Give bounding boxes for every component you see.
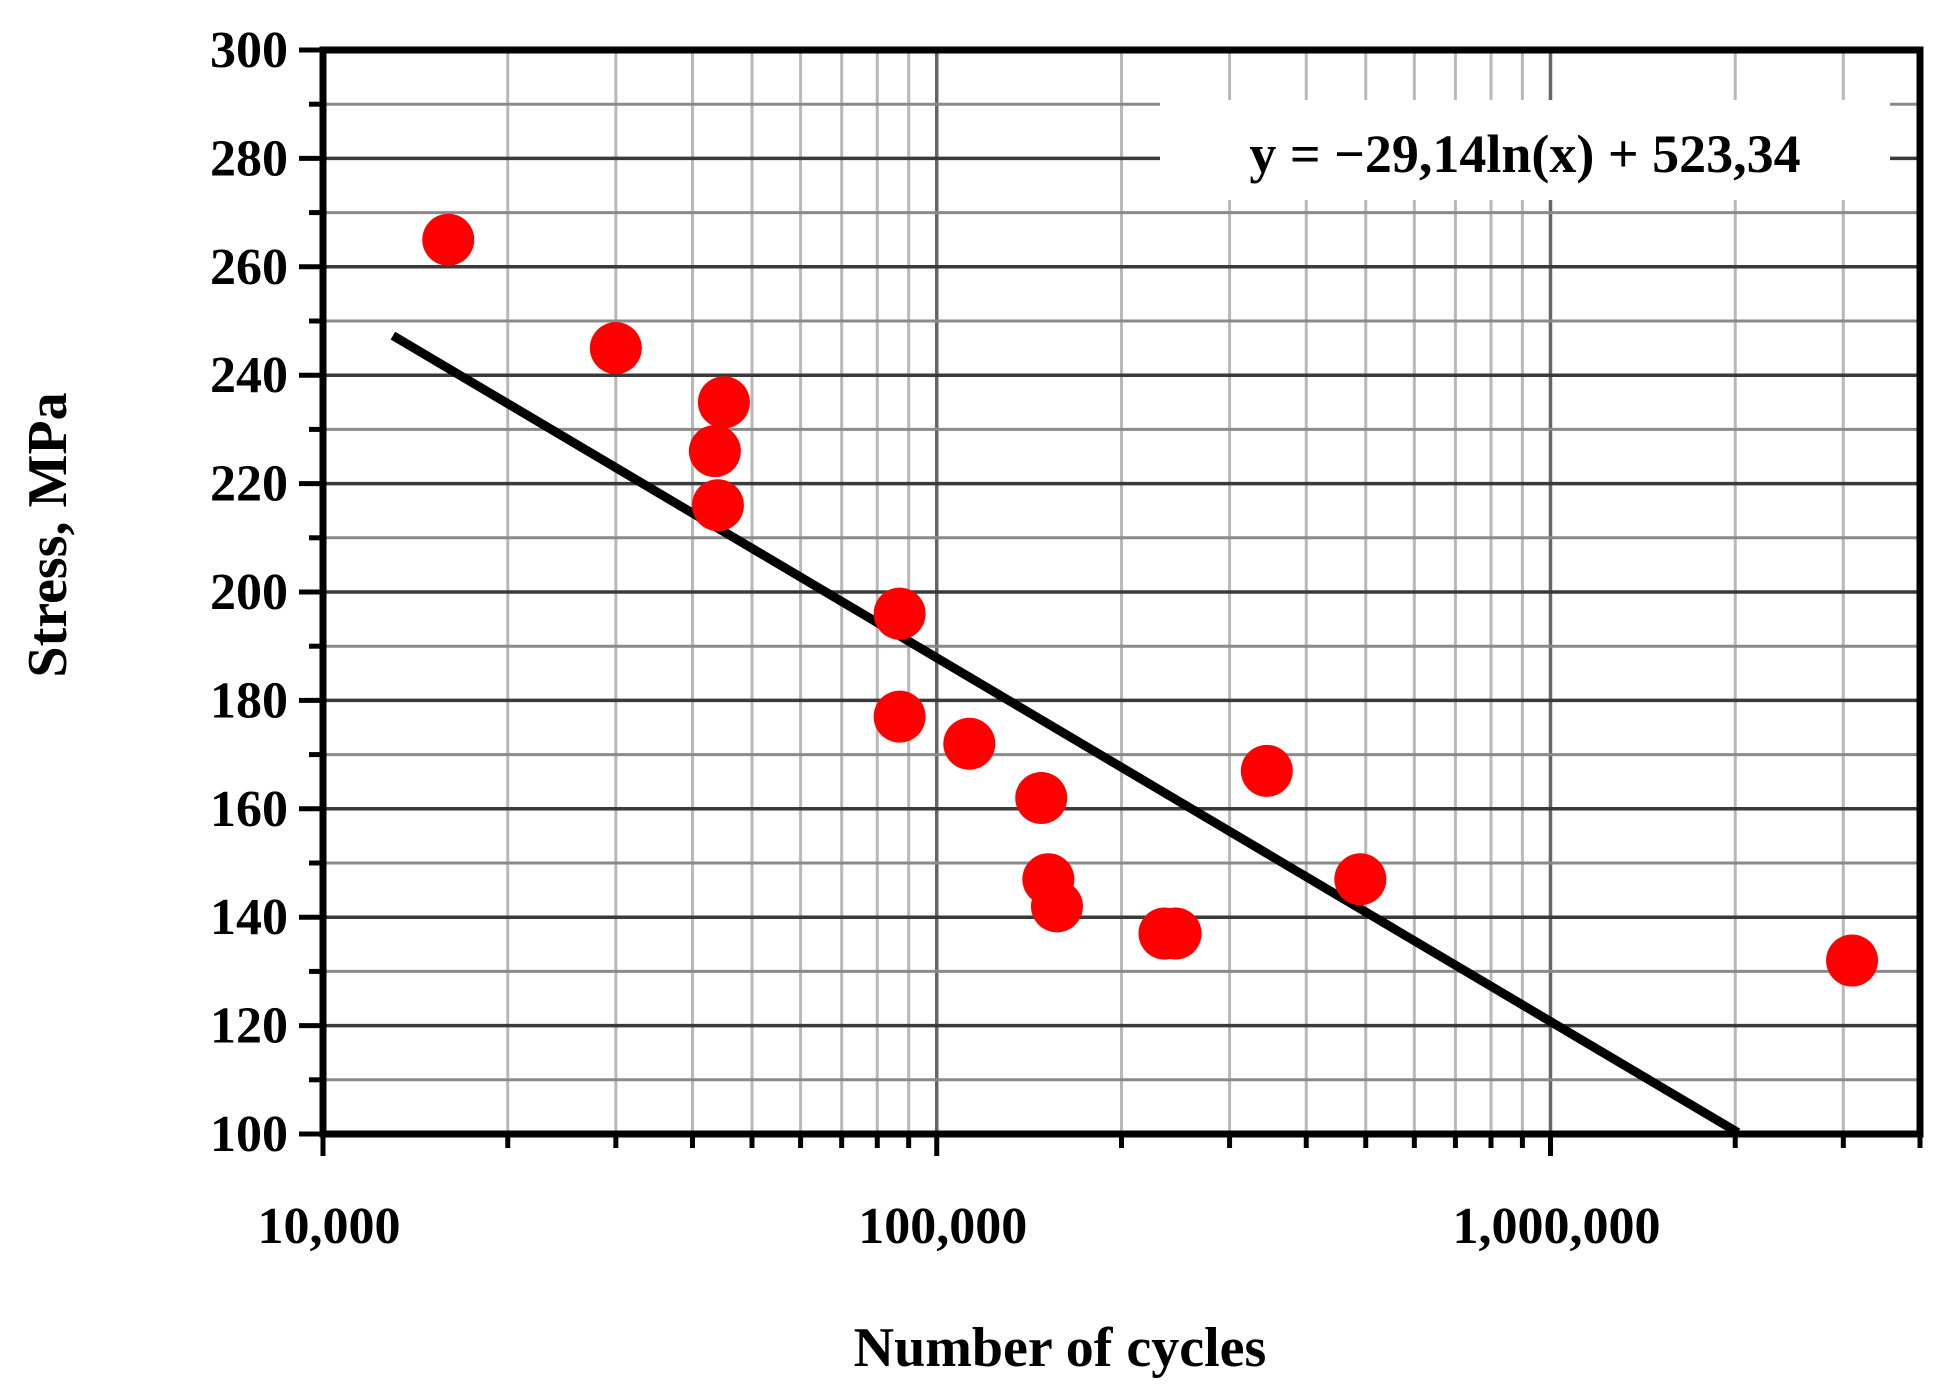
data-point bbox=[1149, 907, 1202, 960]
y-tick-label: 160 bbox=[210, 781, 288, 838]
x-tick-label: 10,000 bbox=[258, 1198, 401, 1255]
data-point bbox=[943, 717, 996, 770]
data-point bbox=[873, 690, 926, 743]
x-axis-ticks: 10,000 100,000 1,000,000 bbox=[258, 1134, 1923, 1255]
data-point bbox=[589, 322, 642, 375]
data-point bbox=[1826, 934, 1879, 987]
x-tick-label: 100,000 bbox=[858, 1198, 1027, 1255]
equation-box: y = −29,14ln(x) + 523,34 bbox=[1160, 100, 1890, 200]
y-tick-label: 300 bbox=[210, 22, 288, 79]
data-point bbox=[1334, 853, 1387, 906]
trendline-equation: y = −29,14ln(x) + 523,34 bbox=[1249, 124, 1800, 184]
data-point bbox=[697, 376, 750, 429]
y-tick-label: 100 bbox=[210, 1106, 288, 1163]
y-tick-label: 140 bbox=[210, 889, 288, 946]
y-tick-label: 120 bbox=[210, 998, 288, 1055]
data-point bbox=[1240, 744, 1293, 797]
y-tick-label: 180 bbox=[210, 672, 288, 729]
trendline bbox=[390, 331, 1741, 1137]
y-tick-label: 280 bbox=[210, 130, 288, 187]
data-point bbox=[873, 587, 926, 640]
y-tick-label: 220 bbox=[210, 456, 288, 513]
data-point bbox=[691, 479, 744, 532]
equation-background bbox=[1160, 100, 1890, 200]
data-points bbox=[422, 213, 1879, 987]
plot-frame bbox=[319, 46, 1924, 1138]
y-axis-title: Stress, MPa bbox=[17, 392, 79, 677]
data-point bbox=[422, 213, 475, 266]
x-tick-label: 1,000,000 bbox=[1452, 1198, 1660, 1255]
y-tick-label: 240 bbox=[210, 347, 288, 404]
y-tick-label: 200 bbox=[210, 564, 288, 621]
y-axis-ticks: 100 120 140 160 180 200 220 240 260 280 300 bbox=[210, 22, 323, 1163]
y-tick-label: 260 bbox=[210, 239, 288, 296]
gridlines bbox=[323, 50, 1920, 1134]
data-point bbox=[688, 425, 741, 478]
x-axis-title: Number of cycles bbox=[854, 1317, 1267, 1379]
trendline-group bbox=[390, 331, 1741, 1137]
data-point bbox=[1015, 771, 1068, 824]
data-point bbox=[1030, 880, 1083, 933]
